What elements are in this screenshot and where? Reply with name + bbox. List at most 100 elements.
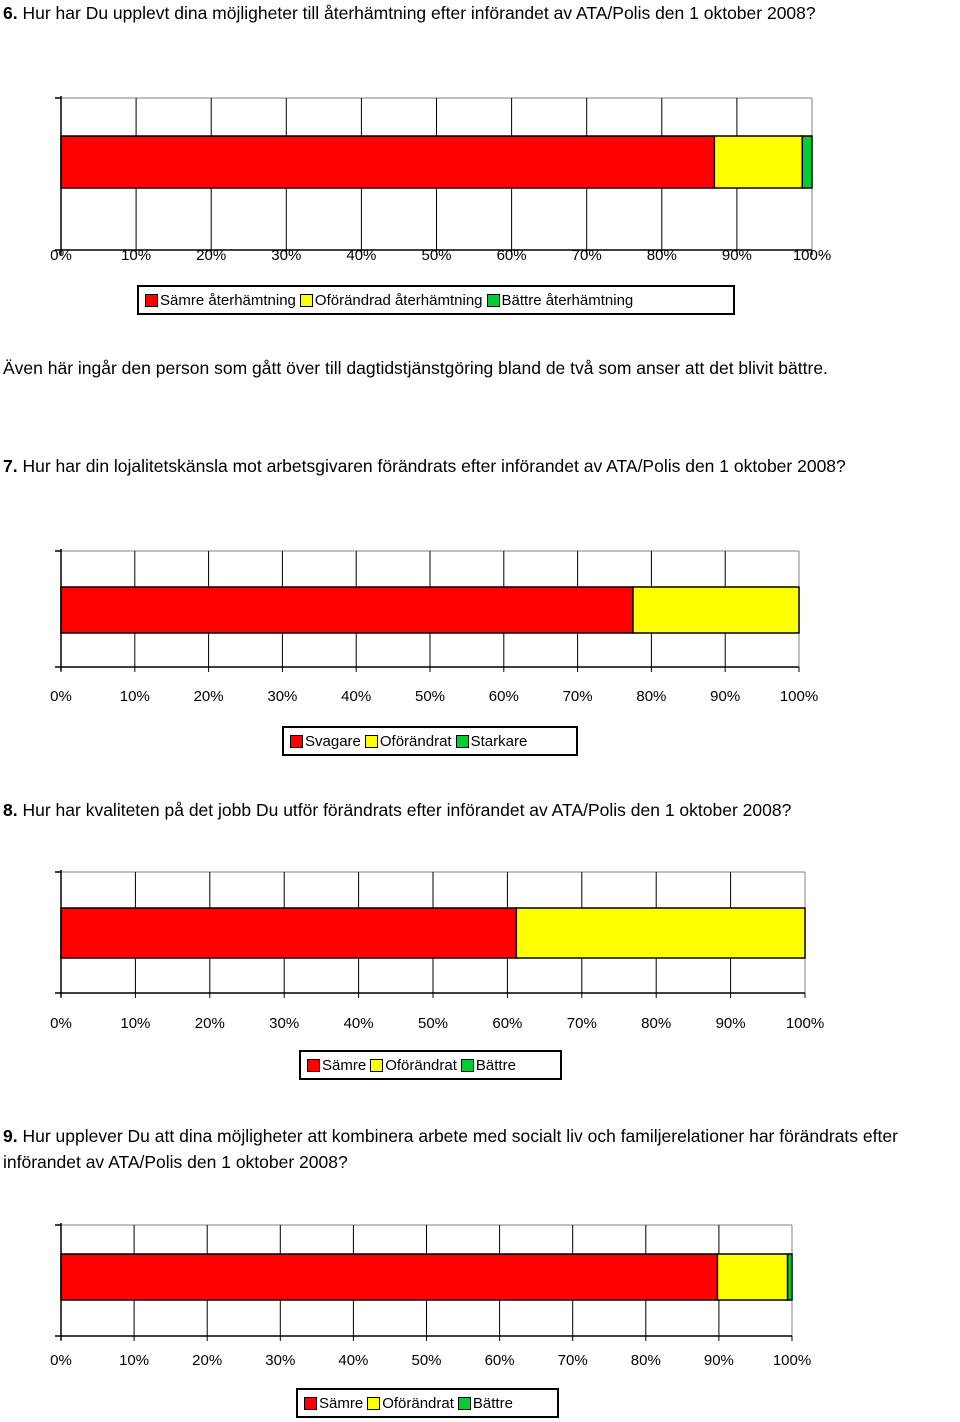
- question-text: Hur har Du upplevt dina möjligheter till…: [22, 3, 816, 23]
- question-number: 7.: [3, 456, 18, 476]
- legend-swatch: [460, 1058, 474, 1072]
- question-7-heading: 7. Hur har din lojalitetskänsla mot arbe…: [3, 453, 958, 479]
- question-9-heading: 9. Hur upplever Du att dina möjligheter …: [3, 1123, 958, 1175]
- legend-question-8: Sämre Oförändrat Bättre: [299, 1050, 562, 1080]
- legend-item: Bättre: [457, 1394, 513, 1412]
- x-tick-label: 10%: [119, 1352, 149, 1369]
- bar-segment: [60, 586, 634, 634]
- x-tick-label: 10%: [120, 688, 150, 705]
- legend-item: Oförändrat: [367, 1395, 454, 1412]
- question-number: 8.: [3, 800, 18, 820]
- legend-swatch: [145, 293, 158, 307]
- x-tick-label: 30%: [265, 1352, 295, 1369]
- x-tick-label: 10%: [120, 1015, 150, 1032]
- legend-item: Oförändrat: [370, 1057, 457, 1074]
- x-tick-label: 50%: [418, 1015, 448, 1032]
- legend-label: Bättre återhämtning: [501, 291, 634, 309]
- chart-question-8: 0% 10% 20% 30% 40% 50% 60% 70% 80% 90% 100%: [50, 870, 824, 1032]
- legend-label: Oförändrat: [379, 732, 452, 750]
- legend-label: Bättre: [472, 1394, 513, 1412]
- x-tick-label: 60%: [489, 688, 519, 705]
- legend-question-9: Sämre Oförändrat Bättre: [296, 1388, 559, 1418]
- x-tick-label: 100%: [793, 247, 831, 264]
- legend-item: Sämre: [307, 1057, 366, 1074]
- legend-swatch: [486, 293, 500, 307]
- legend-label: Bättre: [475, 1056, 516, 1074]
- legend-label: Sämre återhämtning: [160, 291, 296, 309]
- legend-swatch: [364, 734, 378, 748]
- legend-swatch: [299, 293, 313, 307]
- legend-item: Sämre återhämtning: [145, 292, 296, 309]
- chart-question-6: 0% 10% 20% 30% 40% 50% 60% 70% 80% 90% 100%: [50, 96, 831, 264]
- x-tick-label: 50%: [421, 247, 451, 264]
- x-tick-label: 0%: [50, 1015, 72, 1032]
- question-6-heading: 6. Hur har Du upplevt dina möjligheter t…: [3, 0, 958, 26]
- x-tick-label: 60%: [485, 1352, 515, 1369]
- x-tick-label: 80%: [647, 247, 677, 264]
- x-tick-label: 0%: [50, 247, 72, 264]
- x-tick-label: 40%: [346, 247, 376, 264]
- question-text: Hur har din lojalitetskänsla mot arbetsg…: [22, 456, 846, 476]
- question-text: Hur har kvaliteten på det jobb Du utför …: [22, 800, 792, 820]
- x-tick-label: 60%: [492, 1015, 522, 1032]
- legend-swatch: [370, 1058, 384, 1072]
- x-tick-label: 20%: [195, 1015, 225, 1032]
- legend-item: Bättre återhämtning: [486, 291, 634, 309]
- bar-segment: [515, 907, 806, 959]
- legend-question-6: Sämre återhämtning Oförändrad återhämtnin…: [137, 285, 735, 315]
- legend-item: Svagare: [290, 733, 361, 750]
- x-tick-label: 100%: [786, 1015, 824, 1032]
- x-tick-label: 70%: [558, 1352, 588, 1369]
- legend-item: Bättre: [460, 1056, 516, 1074]
- x-tick-label: 60%: [497, 247, 527, 264]
- question-number: 9.: [3, 1126, 18, 1146]
- x-tick-label: 80%: [641, 1015, 671, 1032]
- bar-segment: [713, 135, 803, 189]
- x-tick-label: 30%: [269, 1015, 299, 1032]
- x-tick-label: 70%: [563, 688, 593, 705]
- x-tick-label: 50%: [411, 1352, 441, 1369]
- legend-item: Oförändrat: [364, 732, 452, 750]
- bar-segment: [60, 135, 716, 189]
- bar-segment: [786, 1253, 793, 1301]
- bar-segment: [60, 907, 518, 959]
- legend-swatch: [307, 1058, 320, 1072]
- x-tick-label: 90%: [704, 1352, 734, 1369]
- x-tick-label: 40%: [344, 1015, 374, 1032]
- x-tick-label: 40%: [338, 1352, 368, 1369]
- chart-question-9: 0% 10% 20% 30% 40% 50% 60% 70% 80% 90% 100%: [50, 1223, 811, 1369]
- legend-label: Oförändrad återhämtning: [314, 291, 483, 309]
- bar-segment: [632, 586, 800, 634]
- legend-swatch: [304, 1396, 317, 1410]
- bar-segment: [60, 1253, 719, 1301]
- x-tick-label: 20%: [196, 247, 226, 264]
- x-tick-label: 40%: [341, 688, 371, 705]
- x-tick-label: 70%: [567, 1015, 597, 1032]
- legend-label: Oförändrat: [385, 1056, 457, 1074]
- legend-item: Starkare: [455, 732, 528, 750]
- x-tick-label: 20%: [194, 688, 224, 705]
- x-tick-label: 80%: [636, 688, 666, 705]
- x-tick-label: 30%: [267, 688, 297, 705]
- x-tick-label: 90%: [710, 688, 740, 705]
- x-tick-label: 10%: [121, 247, 151, 264]
- bar-segment: [716, 1253, 789, 1301]
- legend-label: Sämre: [319, 1394, 364, 1412]
- legend-label: Oförändrat: [382, 1394, 454, 1412]
- x-tick-label: 100%: [773, 1352, 811, 1369]
- x-tick-label: 90%: [722, 247, 752, 264]
- x-tick-label: 50%: [415, 688, 445, 705]
- note-text: Även här ingår den person som gått över …: [3, 358, 828, 378]
- legend-swatch: [455, 734, 469, 748]
- x-tick-label: 30%: [271, 247, 301, 264]
- legend-label: Starkare: [470, 732, 528, 750]
- legend-swatch: [457, 1396, 471, 1410]
- question-text: Hur upplever Du att dina möjligheter att…: [3, 1126, 898, 1172]
- legend-question-7: Svagare Oförändrat Starkare: [282, 726, 578, 756]
- legend-label: Svagare: [305, 732, 361, 750]
- question-number: 6.: [3, 3, 18, 23]
- legend-swatch: [290, 734, 303, 748]
- x-tick-label: 20%: [192, 1352, 222, 1369]
- legend-item: Sämre: [304, 1395, 363, 1412]
- x-tick-label: 100%: [780, 688, 818, 705]
